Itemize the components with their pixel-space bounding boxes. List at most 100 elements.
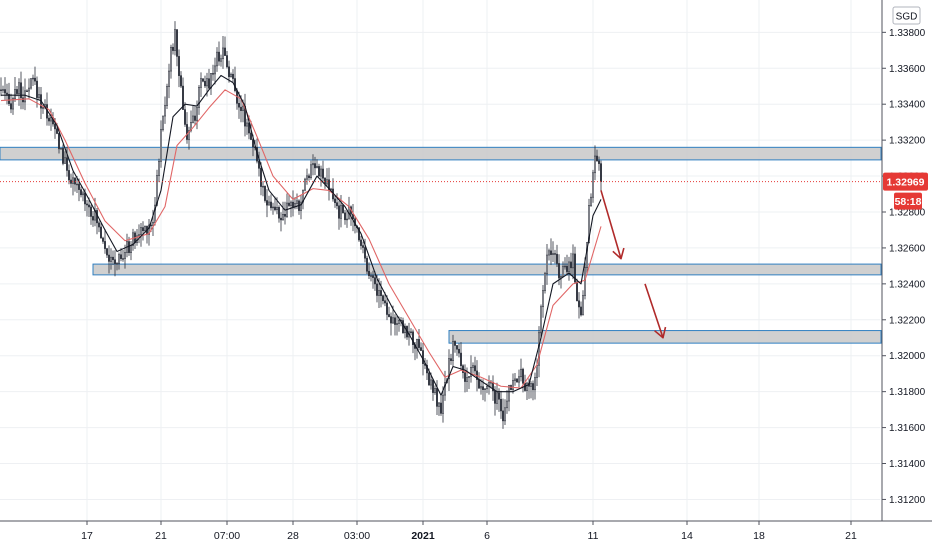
candle-body-up: [316, 166, 318, 169]
candle-body-down: [226, 55, 228, 68]
candle-body-down: [114, 259, 116, 264]
candle-body-down: [288, 202, 290, 206]
candle: [324, 177, 326, 189]
candle-body-up: [320, 168, 322, 177]
candle: [334, 194, 336, 208]
candle: [360, 235, 362, 250]
candle-body-up: [562, 266, 564, 277]
candle: [366, 255, 368, 275]
candle: [522, 367, 524, 393]
candle-body-down: [478, 379, 480, 389]
candle-body-up: [568, 261, 570, 272]
candle-body-up: [592, 172, 594, 198]
candle-body-up: [116, 262, 118, 265]
candle: [388, 306, 390, 318]
candle-body-down: [550, 250, 552, 255]
candle: [188, 126, 190, 150]
candle-body-up: [118, 254, 120, 264]
candle-body-up: [584, 267, 586, 296]
candle-body-down: [80, 189, 82, 196]
ema-fast-line: [1, 74, 602, 396]
candle: [34, 66, 36, 85]
candle: [420, 342, 422, 351]
candle: [306, 168, 308, 185]
candle-body-down: [58, 133, 60, 150]
candle: [548, 248, 550, 261]
candle: [96, 207, 98, 235]
candle: [18, 78, 20, 106]
candle-body-down: [260, 167, 262, 187]
candle: [580, 301, 582, 317]
candle: [566, 254, 568, 276]
candle: [130, 240, 132, 261]
candle-body-up: [508, 385, 510, 402]
time-tick-label: 11: [588, 530, 599, 542]
candle-body-down: [460, 352, 462, 367]
candle: [322, 160, 324, 182]
candle: [592, 169, 594, 203]
candle: [470, 355, 472, 383]
countdown-badge-text: 58:18: [895, 196, 922, 208]
candle-body-down: [92, 216, 94, 221]
candle: [184, 102, 186, 127]
candle: [526, 381, 528, 401]
candle-body-up: [164, 105, 166, 117]
candle-body-down: [338, 205, 340, 219]
candle: [180, 71, 182, 88]
candle-body-down: [266, 200, 268, 206]
candle-body-up: [512, 380, 514, 390]
candle-body-up: [392, 317, 394, 324]
candle-body-up: [546, 254, 548, 274]
candle-body-up: [448, 358, 450, 380]
candle-body-down: [436, 388, 438, 407]
candle-body-up: [564, 265, 566, 268]
candle: [58, 132, 60, 154]
currency-label-text: SGD: [896, 12, 918, 23]
candle: [178, 49, 180, 88]
candle-body-down: [318, 166, 320, 177]
candle: [20, 71, 22, 110]
candle: [508, 384, 510, 412]
candle: [312, 154, 314, 176]
candle: [284, 201, 286, 225]
candle: [326, 168, 328, 187]
candle-body-down: [502, 410, 504, 422]
candle-body-up: [242, 105, 244, 111]
candle-body-down: [314, 163, 316, 169]
candle-body-up: [144, 226, 146, 232]
candle: [40, 87, 42, 119]
candle-body-down: [186, 124, 188, 140]
candle: [496, 382, 498, 410]
candle-body-up: [18, 82, 20, 94]
candle: [156, 169, 158, 207]
last-price-badge-text: 1.32969: [887, 176, 925, 188]
candle-body-down: [90, 206, 92, 217]
candle-body-down: [278, 207, 280, 219]
candle-body-up: [38, 94, 40, 98]
candle-body-up: [430, 379, 432, 386]
candle-body-up: [520, 368, 522, 378]
candle: [346, 209, 348, 228]
candle: [542, 284, 544, 318]
candle: [500, 390, 502, 419]
candle-body-down: [56, 128, 58, 134]
candle-body-up: [156, 175, 158, 206]
candle-body-down: [62, 148, 64, 164]
candle-body-up: [214, 65, 216, 75]
time-tick-label: 2021: [411, 530, 435, 542]
candle-body-down: [388, 314, 390, 317]
time-tick-label: 18: [753, 530, 765, 542]
candle-body-up: [542, 290, 544, 308]
candle: [514, 373, 516, 386]
candle-body-down: [380, 290, 382, 297]
currency-label[interactable]: SGD: [892, 6, 921, 25]
candle: [260, 162, 262, 196]
candle-body-up: [158, 160, 160, 176]
candle-body-up: [72, 177, 74, 184]
candle: [70, 173, 72, 188]
candle-body-down: [464, 372, 466, 382]
candle-body-down: [212, 73, 214, 75]
candle: [6, 83, 8, 105]
